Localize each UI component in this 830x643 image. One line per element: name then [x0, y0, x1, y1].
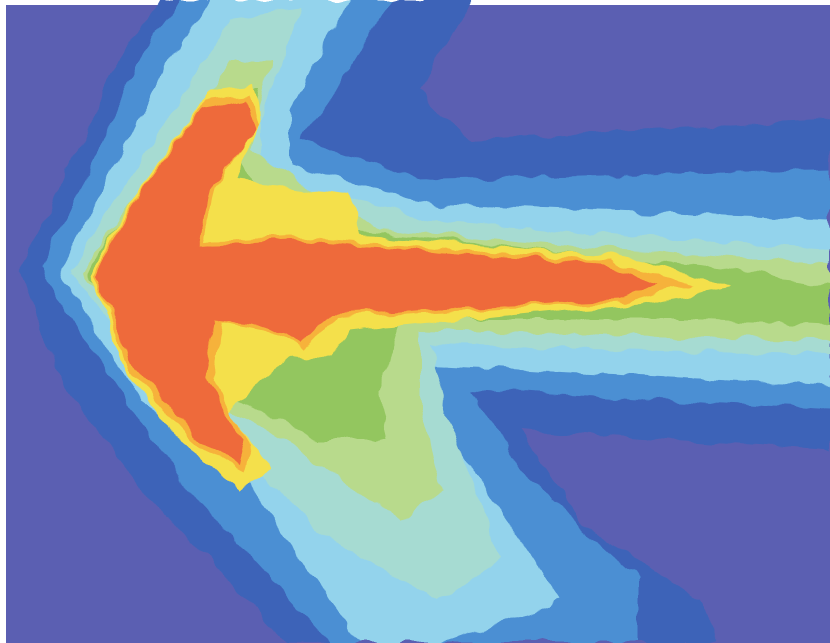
contour-layers [20, 0, 830, 643]
hot-core [95, 100, 660, 465]
